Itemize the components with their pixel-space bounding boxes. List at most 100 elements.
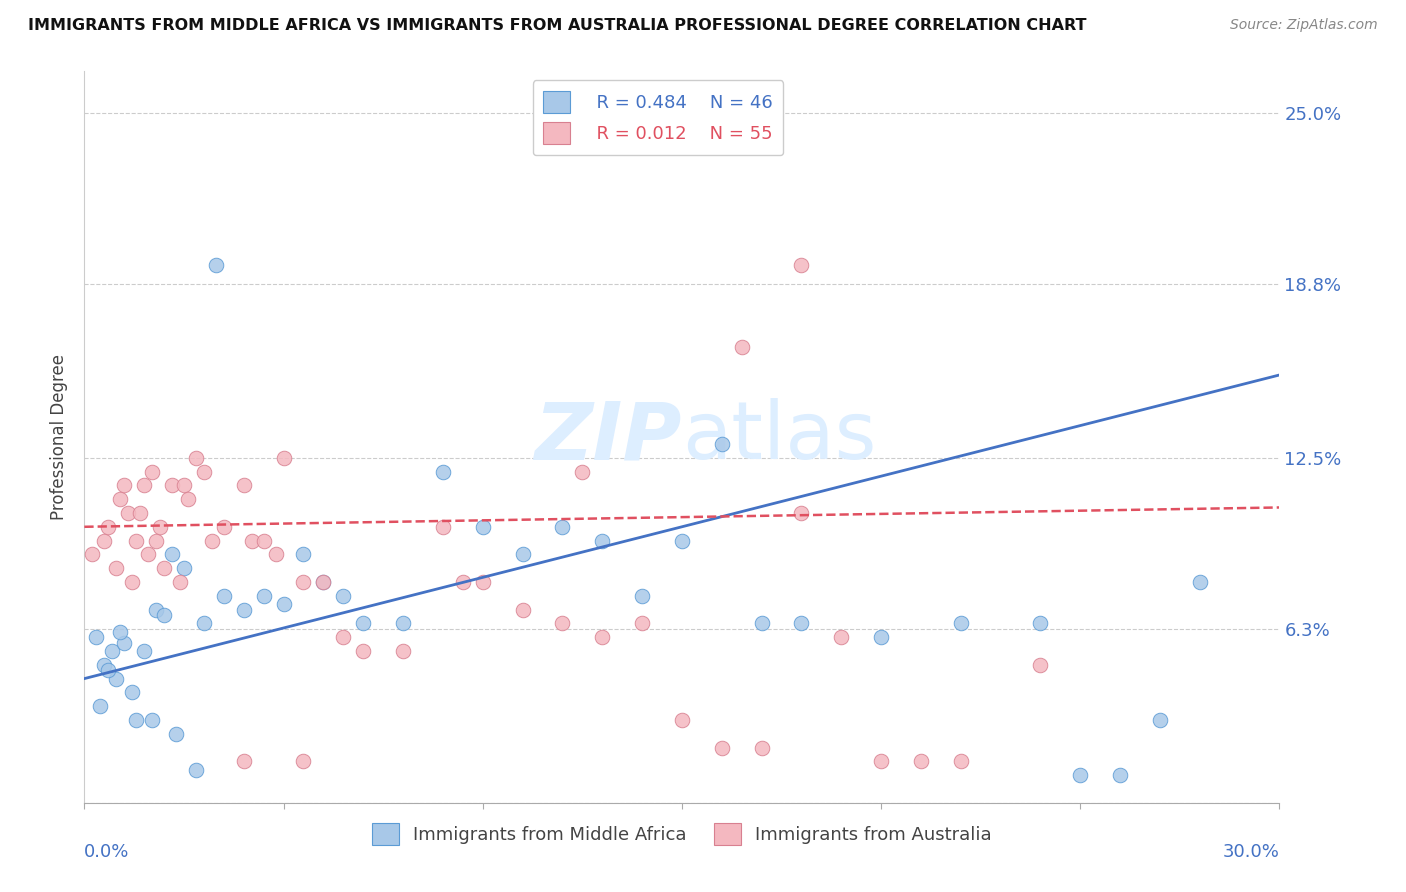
Point — [352, 644, 374, 658]
Point — [710, 740, 733, 755]
Point — [1109, 768, 1132, 782]
Point — [89, 699, 111, 714]
Point — [471, 520, 494, 534]
Point — [97, 520, 120, 534]
Point — [145, 533, 167, 548]
Point — [949, 616, 972, 631]
Point — [136, 548, 159, 562]
Point — [112, 478, 135, 492]
Point — [870, 755, 893, 769]
Text: ZIP: ZIP — [534, 398, 682, 476]
Point — [591, 630, 613, 644]
Point — [112, 636, 135, 650]
Point — [830, 630, 852, 644]
Point — [93, 657, 115, 672]
Point — [132, 478, 156, 492]
Point — [731, 340, 754, 354]
Point — [1069, 768, 1091, 782]
Point — [240, 533, 263, 548]
Point — [949, 755, 972, 769]
Point — [110, 624, 132, 639]
Point — [312, 574, 335, 589]
Point — [312, 574, 335, 589]
Point — [121, 685, 143, 699]
Point — [232, 755, 254, 769]
Point — [232, 478, 254, 492]
Point — [631, 589, 654, 603]
Point — [212, 520, 235, 534]
Point — [86, 630, 108, 644]
Point — [352, 616, 374, 631]
Point — [153, 561, 176, 575]
Point — [551, 616, 574, 631]
Point — [82, 548, 104, 562]
Point — [97, 663, 120, 677]
Point — [1029, 657, 1052, 672]
Point — [451, 574, 474, 589]
Point — [1029, 616, 1052, 631]
Point — [141, 713, 163, 727]
Point — [870, 630, 893, 644]
Point — [121, 574, 143, 589]
Point — [591, 533, 613, 548]
Point — [551, 520, 574, 534]
Point — [160, 478, 183, 492]
Point — [141, 465, 163, 479]
Point — [169, 574, 191, 589]
Point — [273, 597, 295, 611]
Point — [910, 755, 932, 769]
Legend: Immigrants from Middle Africa, Immigrants from Australia: Immigrants from Middle Africa, Immigrant… — [364, 816, 1000, 852]
Point — [184, 763, 207, 777]
Point — [205, 258, 228, 272]
Point — [392, 644, 415, 658]
Point — [1188, 574, 1211, 589]
Point — [105, 561, 128, 575]
Point — [790, 506, 813, 520]
Point — [93, 533, 115, 548]
Point — [751, 740, 773, 755]
Point — [1149, 713, 1171, 727]
Point — [184, 450, 207, 465]
Point — [232, 602, 254, 616]
Point — [125, 533, 148, 548]
Point — [165, 727, 187, 741]
Point — [201, 533, 224, 548]
Point — [751, 616, 773, 631]
Point — [671, 533, 693, 548]
Point — [253, 533, 276, 548]
Point — [145, 602, 167, 616]
Point — [432, 520, 454, 534]
Point — [264, 548, 287, 562]
Point — [392, 616, 415, 631]
Point — [631, 616, 654, 631]
Point — [432, 465, 454, 479]
Point — [193, 465, 215, 479]
Point — [273, 450, 295, 465]
Point — [571, 465, 593, 479]
Point — [117, 506, 139, 520]
Point — [292, 548, 315, 562]
Point — [332, 589, 354, 603]
Point — [160, 548, 183, 562]
Point — [790, 258, 813, 272]
Point — [101, 644, 124, 658]
Text: atlas: atlas — [682, 398, 876, 476]
Text: 30.0%: 30.0% — [1223, 843, 1279, 861]
Point — [332, 630, 354, 644]
Point — [173, 561, 195, 575]
Point — [512, 548, 534, 562]
Text: Source: ZipAtlas.com: Source: ZipAtlas.com — [1230, 18, 1378, 32]
Point — [149, 520, 172, 534]
Point — [212, 589, 235, 603]
Point — [105, 672, 128, 686]
Point — [173, 478, 195, 492]
Point — [292, 574, 315, 589]
Point — [671, 713, 693, 727]
Point — [110, 492, 132, 507]
Point — [790, 616, 813, 631]
Point — [193, 616, 215, 631]
Point — [153, 608, 176, 623]
Point — [292, 755, 315, 769]
Point — [471, 574, 494, 589]
Point — [129, 506, 152, 520]
